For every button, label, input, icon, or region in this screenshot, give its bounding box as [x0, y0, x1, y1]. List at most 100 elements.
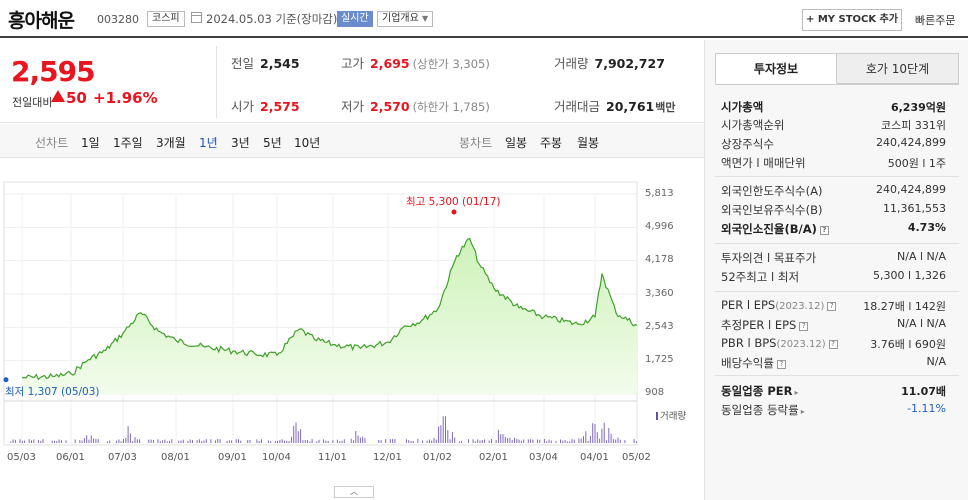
- row-divider: [715, 291, 959, 292]
- period-1y[interactable]: 1년: [199, 136, 218, 150]
- help-icon[interactable]: ?: [776, 360, 786, 369]
- tab-order-book[interactable]: 호가 10단계: [837, 53, 959, 84]
- volume-bar: [392, 439, 394, 443]
- info-row: 배당수익률? N/A: [721, 355, 946, 373]
- volume-bar: [601, 428, 603, 443]
- info-label-text: 동일업종 등락률: [721, 403, 799, 417]
- volume-bar: [378, 440, 380, 443]
- volume-bar: [279, 439, 281, 443]
- volume-bar: [380, 440, 382, 443]
- candle-daily[interactable]: 일봉: [505, 136, 528, 150]
- volume-bar: [196, 440, 198, 443]
- volume-bar: [300, 429, 302, 443]
- help-icon[interactable]: ?: [828, 340, 838, 349]
- prev-close-value: 2,545: [260, 56, 300, 71]
- candle-chart-label: 봉차트: [459, 136, 493, 150]
- volume-bar: [343, 439, 345, 443]
- info-value: 240,424,899: [876, 136, 946, 149]
- volume-bar: [106, 441, 108, 443]
- investment-info-table: 시가총액 6,239억원 시가총액순위 코스피 331위 상장주식수 240,424,89…: [715, 84, 959, 480]
- volume-bar: [514, 437, 515, 443]
- period-3y[interactable]: 3년: [231, 136, 250, 150]
- info-label: 외국인한도주식수(A): [721, 183, 822, 199]
- volume-bar: [323, 439, 325, 443]
- high-marker: [451, 209, 457, 215]
- high-value: 2,695: [370, 56, 410, 71]
- volume-bar: [127, 426, 129, 443]
- compare-label: 전일대비: [12, 96, 53, 109]
- period-10y[interactable]: 10년: [294, 136, 321, 150]
- corp-overview-dropdown[interactable]: 기업개요 ▼: [377, 11, 434, 27]
- realtime-button[interactable]: 실시간: [337, 11, 373, 27]
- info-label-text: 시가총액순위: [721, 118, 785, 132]
- volume-bar: [217, 439, 219, 443]
- info-label: 52주최고 l 최저: [721, 269, 799, 285]
- y-tick: 3,360: [645, 288, 674, 299]
- info-label-text: 동일업종 PER: [721, 384, 793, 398]
- add-my-stock-button[interactable]: + MY STOCK 추가: [802, 9, 902, 31]
- volume-bar: [608, 428, 610, 443]
- volume-bar: [288, 441, 290, 443]
- compare-value: 50: [66, 89, 87, 107]
- info-label-text: 외국인소진율(B/A): [721, 222, 817, 236]
- row-divider: [715, 375, 959, 376]
- volume-bar: [592, 423, 594, 443]
- help-icon[interactable]: ?: [819, 226, 829, 235]
- info-label: 상장주식수: [721, 136, 774, 152]
- volume-bar: [451, 432, 453, 443]
- info-label-text: 52주최고 l 최저: [721, 270, 800, 284]
- divider: [216, 46, 217, 118]
- volume-bar: [619, 439, 621, 443]
- candle-monthly[interactable]: 월봉: [577, 136, 600, 150]
- info-label-text: PBR l BPS: [721, 336, 777, 350]
- collapse-chart-button[interactable]: ︿: [334, 486, 374, 498]
- caret-right-icon[interactable]: ▸: [800, 407, 805, 416]
- volume-bar: [527, 439, 529, 443]
- volume-bar: [24, 440, 26, 443]
- volume-bar: [548, 439, 550, 443]
- volume-bar: [83, 438, 85, 443]
- y-tick: 5,813: [645, 188, 674, 199]
- chart-period-bar: 선차트 1일 1주일 3개월 1년 3년 5년 10년 봉차트 일봉 주봉 월봉: [0, 124, 704, 158]
- row-divider: [715, 243, 959, 244]
- period-1w[interactable]: 1주일: [113, 136, 143, 150]
- info-row: 외국인소진율(B/A)? 4.73%: [721, 221, 946, 239]
- open-price: 시가 2,575: [231, 96, 300, 115]
- volume-bar: [624, 440, 626, 443]
- period-1d[interactable]: 1일: [81, 136, 100, 150]
- volume-bar: [635, 441, 637, 443]
- quick-order-link[interactable]: 빠른주문: [915, 14, 956, 27]
- volume-bar: [435, 439, 437, 443]
- volume-bar: [318, 439, 320, 443]
- period-5y[interactable]: 5년: [263, 136, 282, 150]
- period-3m[interactable]: 3개월: [156, 136, 186, 150]
- help-icon[interactable]: ?: [827, 302, 837, 311]
- volume-bar: [633, 439, 635, 443]
- help-icon[interactable]: ?: [799, 322, 809, 331]
- info-row: 추정PER l EPS? N/A l N/A: [721, 317, 946, 335]
- volume-bar: [468, 439, 469, 443]
- volume-bar: [562, 440, 564, 443]
- volume-bar: [518, 439, 520, 443]
- info-label-text: 외국인보유주식수(B): [721, 203, 823, 217]
- volume-bar: [509, 437, 511, 443]
- volume-bar: [21, 440, 23, 443]
- volume-bar: [583, 436, 584, 443]
- tab-investment-info[interactable]: 투자정보: [715, 53, 837, 84]
- volume-bar: [359, 437, 361, 443]
- volume-bar: [479, 440, 481, 443]
- caret-right-icon[interactable]: ▸: [794, 388, 799, 397]
- info-label-date: (2023.12): [775, 301, 825, 312]
- candle-weekly[interactable]: 주봉: [540, 136, 563, 150]
- volume-bar: [580, 438, 582, 443]
- volume-bar: [445, 416, 446, 443]
- volume-bar: [560, 439, 561, 443]
- x-tick: 01/02: [423, 452, 452, 463]
- volume-bar: [95, 438, 97, 443]
- info-value: 6,239억원: [890, 101, 946, 114]
- price-chart[interactable]: 최고 5,300 (01/17) 최저 1,307 (05/03) 5,813 …: [0, 160, 704, 490]
- volume-bar: [235, 439, 237, 443]
- volume-bar: [438, 426, 440, 443]
- price-chart-svg: [3, 181, 638, 446]
- volume-bar: [543, 439, 545, 443]
